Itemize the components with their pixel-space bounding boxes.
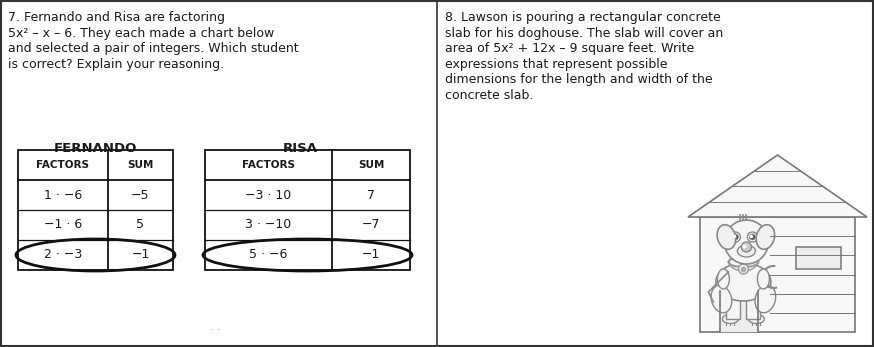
Bar	[700, 217, 855, 332]
Polygon shape	[688, 155, 867, 217]
Ellipse shape	[716, 263, 771, 301]
Text: is correct? Explain your reasoning.: is correct? Explain your reasoning.	[8, 58, 224, 70]
Text: and selected a pair of integers. Which student: and selected a pair of integers. Which s…	[8, 42, 299, 55]
Ellipse shape	[718, 225, 736, 249]
Ellipse shape	[756, 225, 774, 249]
Circle shape	[739, 264, 748, 274]
Text: 5: 5	[136, 219, 144, 231]
Text: 1 · −6: 1 · −6	[44, 188, 82, 202]
Text: −1 · 6: −1 · 6	[44, 219, 82, 231]
Circle shape	[731, 232, 740, 242]
Ellipse shape	[755, 285, 776, 313]
Text: · ·: · ·	[210, 325, 220, 335]
Text: RISA: RISA	[282, 142, 317, 155]
Text: area of 5x² + 12x – 9 square feet. Write: area of 5x² + 12x – 9 square feet. Write	[445, 42, 694, 55]
Circle shape	[749, 234, 755, 240]
Bar	[726, 297, 740, 319]
Text: FACTORS: FACTORS	[242, 160, 295, 170]
Text: −3 · 10: −3 · 10	[246, 188, 292, 202]
Ellipse shape	[723, 314, 739, 323]
Bar	[720, 291, 758, 332]
Text: 7: 7	[367, 188, 375, 202]
Circle shape	[747, 232, 758, 242]
Ellipse shape	[730, 253, 758, 271]
Text: FERNANDO: FERNANDO	[53, 142, 136, 155]
Bar	[746, 297, 760, 319]
Circle shape	[732, 234, 739, 240]
Ellipse shape	[748, 314, 765, 323]
Text: FACTORS: FACTORS	[37, 160, 89, 170]
Text: 5 · −6: 5 · −6	[249, 248, 288, 262]
Circle shape	[741, 242, 752, 252]
Bar	[205, 150, 410, 270]
Text: 7. Fernando and Risa are factoring: 7. Fernando and Risa are factoring	[8, 11, 225, 24]
Circle shape	[725, 220, 768, 264]
Text: concrete slab.: concrete slab.	[445, 88, 533, 102]
Ellipse shape	[758, 269, 769, 289]
Text: expressions that represent possible: expressions that represent possible	[445, 58, 668, 70]
Ellipse shape	[738, 245, 755, 257]
Text: 8. Lawson is pouring a rectangular concrete: 8. Lawson is pouring a rectangular concr…	[445, 11, 721, 24]
Text: −1: −1	[362, 248, 380, 262]
Text: SUM: SUM	[357, 160, 385, 170]
Ellipse shape	[711, 285, 732, 313]
Text: −5: −5	[131, 188, 149, 202]
Ellipse shape	[718, 269, 730, 289]
Text: −1: −1	[131, 248, 149, 262]
Bar	[18, 150, 173, 270]
Text: dimensions for the length and width of the: dimensions for the length and width of t…	[445, 73, 712, 86]
Text: SUM: SUM	[128, 160, 154, 170]
Text: slab for his doghouse. The slab will cover an: slab for his doghouse. The slab will cov…	[445, 26, 724, 40]
Text: 3 · −10: 3 · −10	[246, 219, 292, 231]
Text: 2 · −3: 2 · −3	[44, 248, 82, 262]
Text: 5x² – x – 6. They each made a chart below: 5x² – x – 6. They each made a chart belo…	[8, 26, 274, 40]
Text: −7: −7	[362, 219, 380, 231]
Bar	[796, 247, 841, 269]
